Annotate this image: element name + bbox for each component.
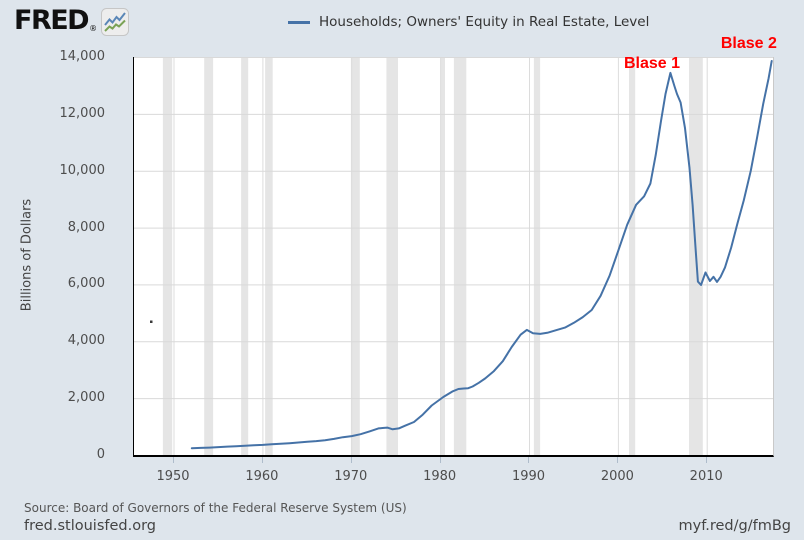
x-tick-label: 1990 — [511, 469, 546, 484]
line-chart-icon — [101, 8, 130, 40]
stray-dot — [150, 320, 153, 323]
recession-band — [533, 57, 541, 455]
x-tick-label: 1980 — [423, 469, 457, 484]
x-tick-label: 2010 — [689, 469, 723, 484]
legend-label: Households; Owners' Equity in Real Estat… — [319, 14, 650, 30]
recession-band — [386, 57, 398, 455]
y-tick-label: 0 — [96, 447, 105, 462]
y-tick-label: 10,000 — [59, 162, 106, 178]
recession-band — [629, 57, 636, 455]
registered-trademark-mark: ® — [89, 24, 98, 33]
y-tick-label: 6,000 — [67, 276, 105, 292]
recession-band — [265, 57, 273, 455]
source-note: Source: Board of Governors of the Federa… — [24, 501, 407, 515]
recession-band — [162, 57, 173, 455]
recession-band — [241, 57, 249, 455]
legend-line-swatch — [288, 20, 310, 24]
x-tick-mark — [351, 457, 352, 463]
annotation-blase-2: Blase 2 — [720, 34, 777, 52]
recession-band — [204, 57, 214, 455]
y-axis-title: Billions of Dollars — [19, 198, 35, 312]
x-tick-label: 1960 — [245, 469, 279, 484]
y-tick-label: 12,000 — [59, 105, 106, 121]
x-tick-mark — [262, 457, 263, 463]
x-tick-mark — [617, 457, 618, 463]
chart-canvas — [134, 57, 773, 455]
recession-band — [440, 57, 445, 455]
series-line — [190, 60, 773, 450]
short-url-link[interactable]: myf.red/g/fmBg — [678, 518, 792, 534]
x-tick-mark — [706, 457, 707, 463]
plot-area — [133, 57, 774, 457]
fred-site-link[interactable]: fred.stlouisfed.org — [24, 518, 157, 534]
x-tick-mark — [173, 457, 174, 463]
x-tick-mark — [440, 457, 441, 463]
x-tick-label: 1950 — [156, 469, 190, 484]
y-tick-label: 4,000 — [67, 333, 105, 349]
fred-logo-text: FRED — [14, 5, 90, 36]
x-tick-label: 2000 — [600, 469, 634, 484]
recession-band — [350, 57, 360, 455]
annotation-blase-1: Blase 1 — [623, 55, 681, 73]
x-tick-label: 1970 — [334, 469, 368, 484]
y-tick-label: 2,000 — [67, 390, 105, 406]
y-tick-label: 14,000 — [59, 49, 106, 64]
fred-logo: FRED ® — [14, 5, 130, 40]
y-tick-label: 8,000 — [67, 219, 105, 235]
recession-band — [453, 57, 467, 455]
legend: Households; Owners' Equity in Real Estat… — [288, 14, 649, 30]
x-tick-mark — [528, 457, 529, 463]
